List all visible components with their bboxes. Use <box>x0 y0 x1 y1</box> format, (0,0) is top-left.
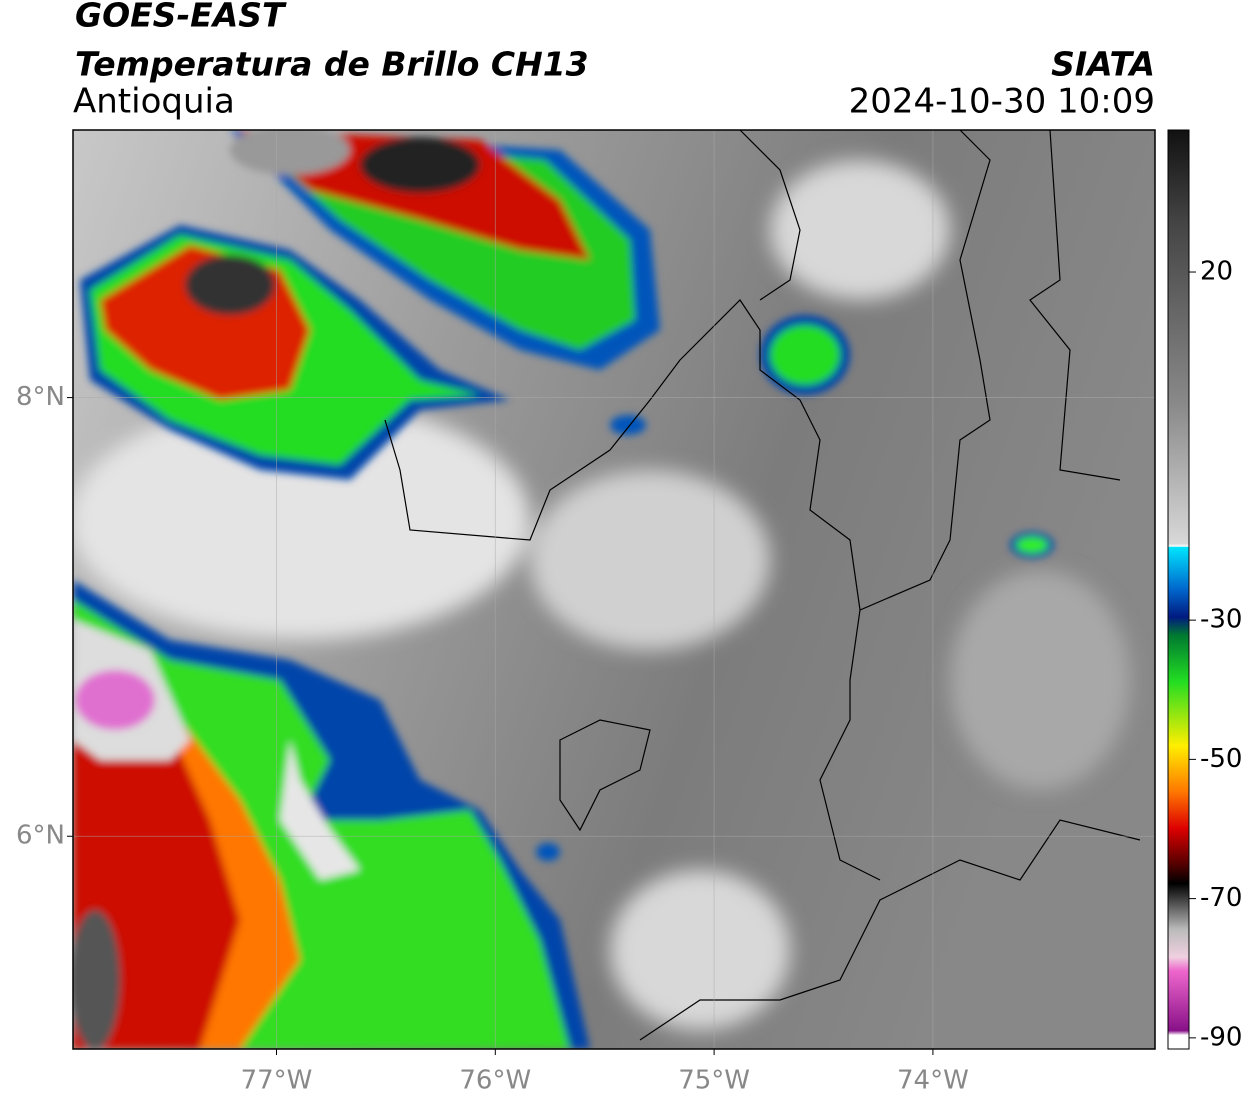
colorbar <box>1167 129 1190 1050</box>
subtitle: Temperatura de Brillo CH13 <box>75 45 589 84</box>
x-tick-label: 75°W <box>678 1066 750 1096</box>
title: GOES-EAST <box>75 0 287 35</box>
colorbar-tick-label: -30 <box>1200 605 1242 635</box>
agency: SIATA <box>1051 45 1155 84</box>
y-tick-label: 6°N <box>16 821 65 851</box>
x-tick-label: 76°W <box>459 1066 531 1096</box>
datetime: 2024-10-30 10:09 <box>849 82 1155 122</box>
graticule <box>73 130 1155 1049</box>
region: Antioquia <box>73 82 235 122</box>
y-tick-label: 8°N <box>16 382 65 412</box>
colorbar-tick-label: -70 <box>1200 883 1242 913</box>
map-frame <box>72 129 1156 1050</box>
imagery <box>73 130 1155 1049</box>
x-tick-label: 77°W <box>241 1066 313 1096</box>
colorbar-tick-label: -90 <box>1200 1022 1242 1052</box>
colorbar-tick-label: 20 <box>1200 257 1233 287</box>
x-tick-label: 74°W <box>897 1066 969 1096</box>
colorbar-tick-label: -50 <box>1200 744 1242 774</box>
